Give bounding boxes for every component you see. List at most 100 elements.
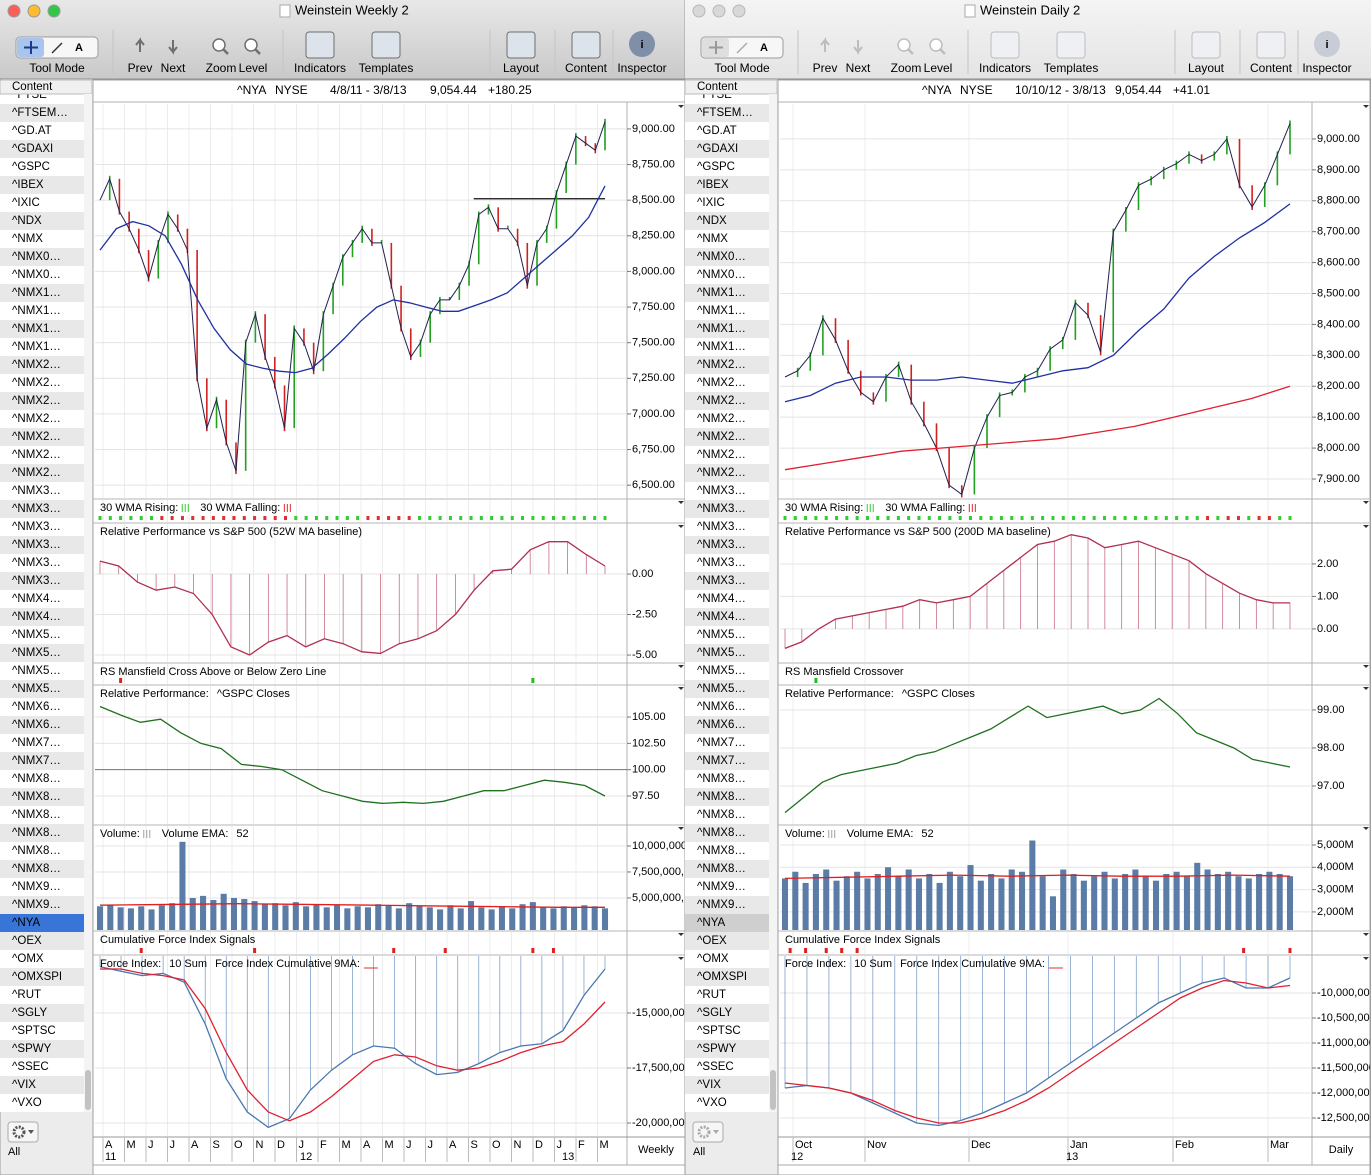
sidebar-item[interactable]: ^NDX <box>12 215 42 227</box>
sidebar-row[interactable] <box>685 230 769 248</box>
sidebar-row[interactable] <box>0 752 84 770</box>
toolbar-label[interactable]: Tool Mode <box>714 61 770 75</box>
sidebar-item[interactable]: ^NMX2… <box>697 377 746 389</box>
sidebar-row[interactable] <box>685 482 769 500</box>
panel-menu[interactable] <box>678 501 684 504</box>
sidebar-row[interactable] <box>0 1076 84 1094</box>
window-button[interactable] <box>712 4 726 18</box>
sidebar-row[interactable] <box>0 734 84 752</box>
sidebar-item[interactable]: ^NYA <box>12 917 41 929</box>
sidebar-row[interactable] <box>685 536 769 554</box>
sidebar-item[interactable]: ^NMX3… <box>697 503 746 515</box>
panel-menu[interactable] <box>678 665 684 668</box>
sidebar-row[interactable] <box>0 680 84 698</box>
sidebar-item[interactable]: ^IBEX <box>12 179 44 191</box>
sidebar-item[interactable]: ^NMX8… <box>12 863 61 875</box>
toolbar-label[interactable]: Zoom <box>206 61 237 75</box>
sidebar-row[interactable] <box>0 194 84 212</box>
panel-menu[interactable] <box>1363 501 1369 504</box>
sidebar-row[interactable] <box>0 572 84 590</box>
sidebar-item[interactable]: ^NMX3… <box>12 575 61 587</box>
sidebar-item[interactable]: ^OMX <box>12 953 44 965</box>
sidebar-item[interactable]: ^NMX2… <box>697 467 746 479</box>
zoom-icon[interactable] <box>244 38 258 52</box>
sidebar-row[interactable] <box>685 824 769 842</box>
sidebar-item[interactable]: ^NMX6… <box>697 719 746 731</box>
sidebar-row[interactable] <box>0 158 84 176</box>
sidebar-item[interactable]: ^NMX0… <box>697 251 746 263</box>
sidebar-item[interactable]: ^FTSEM… <box>697 107 753 119</box>
sidebar-row[interactable] <box>0 950 84 968</box>
sidebar-row[interactable] <box>685 212 769 230</box>
toolbar-icon[interactable] <box>1056 31 1086 59</box>
sidebar-item[interactable]: ^NMX <box>697 233 728 245</box>
sidebar-item[interactable]: ^IXIC <box>12 197 40 209</box>
sidebar-item[interactable]: ^NMX0… <box>12 269 61 281</box>
toolbar-label[interactable]: Templates <box>1044 61 1099 75</box>
sidebar-item[interactable]: ^NMX7… <box>12 737 61 749</box>
sidebar-row[interactable] <box>685 842 769 860</box>
sidebar-item[interactable]: ^NMX8… <box>697 845 746 857</box>
sidebar-item[interactable]: ^NMX4… <box>12 593 61 605</box>
panel-menu[interactable] <box>1363 827 1369 830</box>
sidebar-item[interactable]: ^NMX1… <box>12 323 61 335</box>
panel-menu[interactable] <box>1363 933 1369 936</box>
toolbar-label[interactable]: Templates <box>359 61 414 75</box>
sidebar-row[interactable] <box>0 410 84 428</box>
sidebar-item[interactable]: ^NMX5… <box>12 647 61 659</box>
sidebar-item[interactable]: ^NMX9… <box>697 881 746 893</box>
sidebar-item[interactable]: ^NMX1… <box>697 287 746 299</box>
zoom-icon[interactable] <box>897 38 911 52</box>
sidebar-row[interactable] <box>0 104 84 122</box>
sidebar-item[interactable]: ^GD.AT <box>12 125 52 137</box>
sidebar-item[interactable]: ^NMX0… <box>697 269 746 281</box>
sidebar-row[interactable] <box>685 896 769 914</box>
sidebar-item[interactable]: ^NMX5… <box>697 665 746 677</box>
toolbar-icon[interactable] <box>571 31 601 59</box>
zoom-icon[interactable] <box>929 38 943 52</box>
sidebar-row[interactable] <box>0 554 84 572</box>
sidebar-row[interactable] <box>685 1040 769 1058</box>
sidebar-row[interactable] <box>0 320 84 338</box>
sidebar-row[interactable] <box>0 662 84 680</box>
sidebar-item[interactable]: ^NDX <box>697 215 727 227</box>
sidebar-row[interactable] <box>685 770 769 788</box>
period-label[interactable]: Daily <box>1329 1144 1354 1156</box>
sidebar-row[interactable] <box>0 860 84 878</box>
sidebar-item[interactable]: ^NMX2… <box>697 395 746 407</box>
info-icon[interactable] <box>629 31 655 57</box>
sidebar-item[interactable]: ^NMX5… <box>697 647 746 659</box>
sidebar-item[interactable]: ^SPTSC <box>12 1025 56 1037</box>
sidebar-row[interactable] <box>0 374 84 392</box>
sidebar-item[interactable]: ^GSPC <box>697 161 735 173</box>
sidebar-row[interactable] <box>685 734 769 752</box>
window-button[interactable] <box>47 4 61 18</box>
sidebar-row[interactable] <box>0 302 84 320</box>
sidebar-row[interactable] <box>0 716 84 734</box>
sidebar-row[interactable] <box>0 968 84 986</box>
sidebar-item[interactable]: ^VIX <box>12 1079 36 1091</box>
sidebar-row[interactable] <box>0 1058 84 1076</box>
sidebar-row[interactable] <box>685 356 769 374</box>
sidebar-item[interactable]: ^NMX2… <box>12 431 61 443</box>
sidebar-item[interactable]: ^NMX1… <box>697 305 746 317</box>
sidebar-row[interactable] <box>0 644 84 662</box>
sidebar-item[interactable]: ^NMX8… <box>697 863 746 875</box>
panel-menu[interactable] <box>678 957 684 960</box>
arrow-icon[interactable] <box>135 37 145 52</box>
period-label[interactable]: Weekly <box>638 1144 674 1156</box>
sidebar-item[interactable]: ^NMX8… <box>12 773 61 785</box>
sidebar-row[interactable] <box>685 644 769 662</box>
sidebar-item[interactable]: ^SSEC <box>12 1061 49 1073</box>
toolbar-label[interactable]: Prev <box>128 61 153 75</box>
sidebar-item[interactable]: ^GSPC <box>12 161 50 173</box>
sidebar-row[interactable] <box>685 158 769 176</box>
sidebar-item[interactable]: ^NMX4… <box>697 611 746 623</box>
panel-menu[interactable] <box>1363 525 1369 528</box>
arrow-icon[interactable] <box>168 40 178 55</box>
sidebar-item[interactable]: ^SPWY <box>12 1043 52 1055</box>
zoom-icon[interactable] <box>212 38 226 52</box>
sidebar-row[interactable] <box>0 608 84 626</box>
sidebar-item[interactable]: ^NMX1… <box>697 341 746 353</box>
sidebar-item[interactable]: ^NMX3… <box>697 539 746 551</box>
